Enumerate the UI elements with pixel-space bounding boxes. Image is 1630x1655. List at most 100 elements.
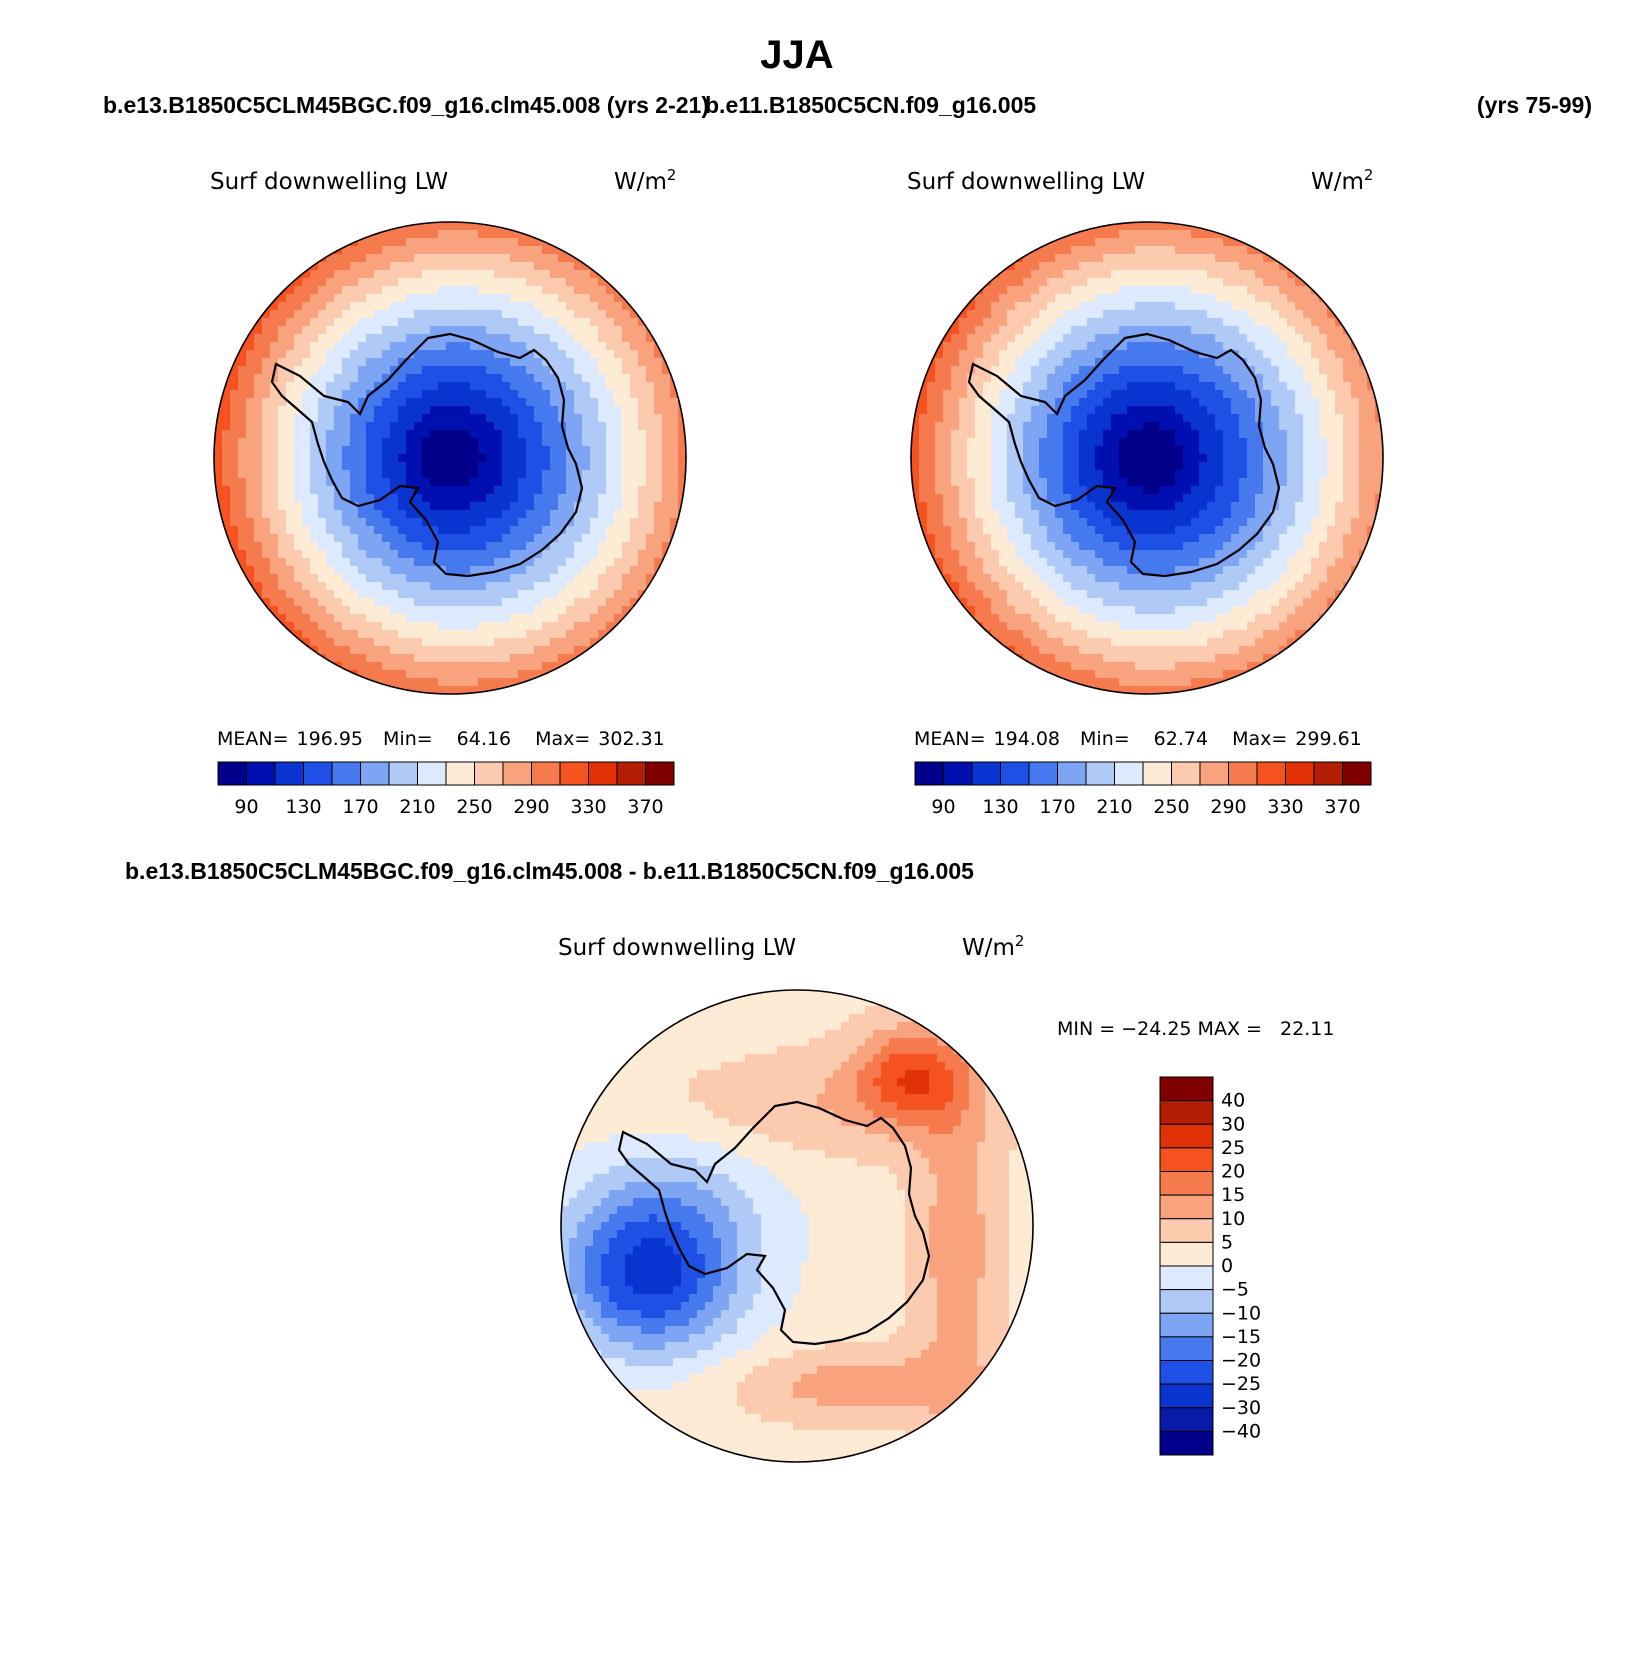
field-cell [1143,358,1152,367]
field-cell [518,606,527,615]
field-cell [606,430,615,439]
field-cell [1207,438,1216,447]
field-cell [1047,358,1056,367]
field-cell [254,422,263,431]
field-cell [630,470,639,479]
field-cell [502,310,511,319]
field-cell [1183,502,1192,511]
field-cell [438,606,447,615]
field-cell [534,302,543,311]
field-cell [1119,222,1128,231]
field-cell [534,526,543,535]
field-cell [1167,374,1176,383]
field-cell [406,486,415,495]
field-cell [446,382,455,391]
field-cell [446,326,455,335]
field-cell [390,470,399,479]
field-cell [606,358,615,367]
field-cell [486,310,495,319]
field-cell [1239,534,1248,543]
field-cell [334,398,343,407]
field-cell [1143,462,1152,471]
field-cell [470,390,479,399]
field-cell [1159,382,1168,391]
field-cell [294,630,303,639]
field-cell [406,614,415,623]
field-cell [366,318,375,327]
field-cell [518,494,527,503]
field-cell [534,590,543,599]
field-cell [614,422,623,431]
field-cell [414,654,423,663]
field-cell [254,534,263,543]
field-cell [286,414,295,423]
field-cell [470,502,479,511]
field-cell [1343,366,1352,375]
field-cell [1023,318,1032,327]
field-cell [318,350,327,359]
field-cell [566,406,575,415]
field-cell [310,494,319,503]
field-cell [574,510,583,519]
field-cell [983,494,992,503]
field-cell [326,254,335,263]
field-cell [1119,246,1128,255]
field-cell [478,606,487,615]
field-cell [951,398,960,407]
field-cell [222,406,231,415]
field-cell [422,686,431,694]
field-cell [622,358,631,367]
field-cell [494,470,503,479]
field-cell [1015,510,1024,519]
field-cell [382,342,391,351]
field-cell [1295,398,1304,407]
field-cell [1175,470,1184,479]
field-cell [254,454,263,463]
field-cell [310,270,319,279]
field-cell [286,390,295,399]
field-cell [1295,502,1304,511]
field-cell [1215,438,1224,447]
field-cell [614,302,623,311]
field-cell [526,438,535,447]
field-cell [1039,342,1048,351]
field-cell [486,390,495,399]
field-cell [1207,302,1216,311]
field-cell [1319,318,1328,327]
field-cell [302,494,311,503]
field-cell [662,374,671,383]
field-cell [975,534,984,543]
field-cell [1231,326,1240,335]
field-cell [590,294,599,303]
field-cell [1159,470,1168,479]
field-cell [502,534,511,543]
field-cell [1303,326,1312,335]
field-cell [238,406,247,415]
field-cell [1111,462,1120,471]
field-cell [302,638,311,647]
field-cell [1127,366,1136,375]
field-cell [358,534,367,543]
field-cell [406,342,415,351]
field-cell [486,470,495,479]
field-cell [430,462,439,471]
field-cell [1119,478,1128,487]
field-cell [462,598,471,607]
field-cell [1279,270,1288,279]
field-cell [286,358,295,367]
field-cell [486,542,495,551]
field-cell [1023,430,1032,439]
field-cell [502,550,511,559]
field-cell [1279,294,1288,303]
field-cell [502,542,511,551]
field-cell [1287,534,1296,543]
field-cell [1063,406,1072,415]
field-cell [374,302,383,311]
field-cell [1351,406,1360,415]
field-cell [478,462,487,471]
field-cell [1279,414,1288,423]
field-cell [1071,270,1080,279]
field-cell [494,454,503,463]
field-cell [598,438,607,447]
field-cell [1047,390,1056,399]
